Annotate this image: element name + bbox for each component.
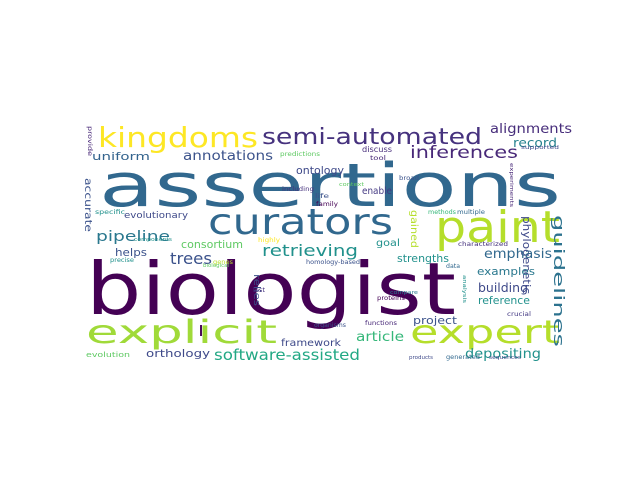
cloud-word: phylogenetic bbox=[520, 216, 533, 294]
cloud-word: accurate bbox=[82, 178, 93, 232]
cloud-word: highly bbox=[258, 237, 281, 244]
cloud-word: paint bbox=[435, 202, 560, 253]
cloud-word: methods bbox=[428, 209, 456, 216]
cloud-word: tool bbox=[370, 155, 386, 162]
cloud-word: uniform bbox=[92, 150, 150, 163]
cloud-word: annotations bbox=[183, 149, 273, 164]
cloud-word: framework bbox=[281, 338, 341, 349]
cloud-word: pipeline bbox=[96, 229, 170, 245]
cloud-word: ontology bbox=[296, 164, 344, 177]
cloud-word: alignments bbox=[490, 122, 572, 137]
cloud-word: article bbox=[356, 330, 404, 345]
cloud-word: reference bbox=[478, 294, 530, 307]
cloud-word: components bbox=[134, 237, 172, 243]
cloud-word: family bbox=[316, 201, 339, 208]
cloud-word: precise bbox=[110, 257, 134, 264]
cloud-word: retrieving bbox=[262, 241, 358, 260]
cloud-word: consortium bbox=[181, 238, 243, 251]
cloud-word: helps bbox=[115, 246, 147, 259]
cloud-word: genes bbox=[213, 259, 233, 266]
cloud-word: curators bbox=[208, 202, 393, 243]
cloud-word: generated bbox=[446, 354, 480, 361]
cloud-word: software-assisted bbox=[214, 346, 360, 364]
cloud-word: provide bbox=[86, 126, 93, 156]
cloud-word: proteins bbox=[377, 295, 405, 302]
cloud-word: context bbox=[339, 182, 364, 188]
cloud-word: inferences bbox=[410, 143, 518, 163]
cloud-word: specific bbox=[95, 209, 125, 216]
cloud-word: expert bbox=[410, 313, 560, 351]
cloud-word: experiments bbox=[508, 163, 514, 208]
cloud-word: sequences bbox=[489, 355, 521, 361]
cloud-word: enable bbox=[362, 186, 392, 197]
cloud-word: goal bbox=[376, 238, 400, 249]
cloud-word: discuss bbox=[362, 145, 392, 154]
cloud-word: crucial bbox=[507, 311, 531, 318]
cloud-word: products bbox=[409, 355, 433, 361]
cloud-word: analysis bbox=[461, 275, 467, 304]
cloud-word: gained bbox=[408, 210, 419, 248]
cloud-word: data bbox=[446, 263, 460, 270]
cloud-word: life bbox=[315, 193, 329, 200]
cloud-word: record bbox=[513, 136, 557, 150]
cloud-word: explicit bbox=[86, 313, 277, 351]
cloud-word: biological bbox=[203, 263, 229, 269]
cloud-word: depositing bbox=[465, 347, 541, 362]
cloud-word: semi-automated bbox=[262, 125, 482, 150]
cloud-word: examples bbox=[477, 265, 535, 278]
cloud-word: multiple bbox=[457, 209, 485, 216]
cloud-word: homology-based bbox=[306, 259, 360, 266]
cloud-word: characterized bbox=[458, 241, 508, 248]
cloud-word: evolutionary bbox=[124, 211, 189, 221]
cloud-word: l bbox=[198, 324, 204, 340]
cloud-word: relies bbox=[251, 274, 261, 306]
cloud-word: orthology bbox=[146, 347, 211, 360]
cloud-word: supported bbox=[521, 145, 559, 151]
cloud-word: predictions bbox=[280, 151, 320, 158]
cloud-word: project bbox=[413, 314, 458, 327]
cloud-word: guidelines bbox=[550, 215, 566, 347]
cloud-word: lost bbox=[253, 287, 266, 294]
cloud-word: organisms bbox=[314, 322, 346, 329]
cloud-word: evolution bbox=[86, 351, 130, 359]
cloud-word: strengths bbox=[397, 252, 449, 265]
cloud-word: biologist bbox=[86, 247, 456, 331]
cloud-word: broad bbox=[399, 175, 419, 182]
cloud-word: building bbox=[478, 281, 528, 295]
cloud-word: kingdoms bbox=[98, 121, 258, 154]
cloud-word: assertions bbox=[99, 151, 561, 221]
cloud-word: functions bbox=[365, 320, 397, 327]
cloud-word: compare bbox=[390, 290, 418, 296]
cloud-word: including bbox=[282, 186, 314, 193]
cloud-word: trees bbox=[170, 249, 212, 268]
cloud-word: emphasis bbox=[484, 247, 552, 262]
